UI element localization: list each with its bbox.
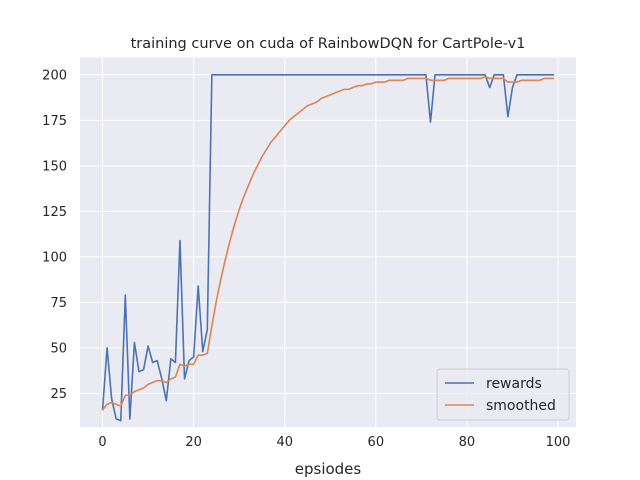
legend-label-rewards: rewards	[486, 376, 542, 392]
y-tick-label: 175	[42, 114, 67, 129]
y-tick-label: 150	[42, 159, 67, 174]
x-tick-label: 40	[276, 435, 293, 450]
x-tick-label: 100	[546, 435, 571, 450]
x-axis-label: epsiodes	[295, 460, 362, 478]
x-tick-label: 80	[459, 435, 476, 450]
series-line-rewards	[101, 74, 555, 422]
x-tick-label: 0	[98, 435, 106, 450]
x-tick-label: 60	[368, 435, 385, 450]
legend-box	[436, 368, 570, 421]
y-tick-label: 75	[50, 296, 67, 311]
y-tick-label: 25	[50, 387, 67, 402]
y-tick-label: 200	[42, 68, 67, 83]
chart-title: training curve on cuda of RainbowDQN for…	[131, 36, 526, 52]
y-tick-label: 50	[50, 341, 67, 356]
series-line-smoothed	[101, 75, 555, 411]
legend-label-smoothed: smoothed	[486, 398, 556, 414]
legend: rewards smoothed	[436, 368, 570, 421]
series-layer	[101, 74, 555, 422]
y-ticks: 25 50 75 100 125 150 175 200	[42, 68, 67, 402]
y-tick-label: 125	[42, 205, 67, 220]
x-ticks: 0 20 40 60 80 100	[98, 435, 570, 450]
x-tick-label: 20	[185, 435, 202, 450]
plot-background	[80, 57, 576, 428]
y-tick-label: 100	[42, 250, 67, 265]
